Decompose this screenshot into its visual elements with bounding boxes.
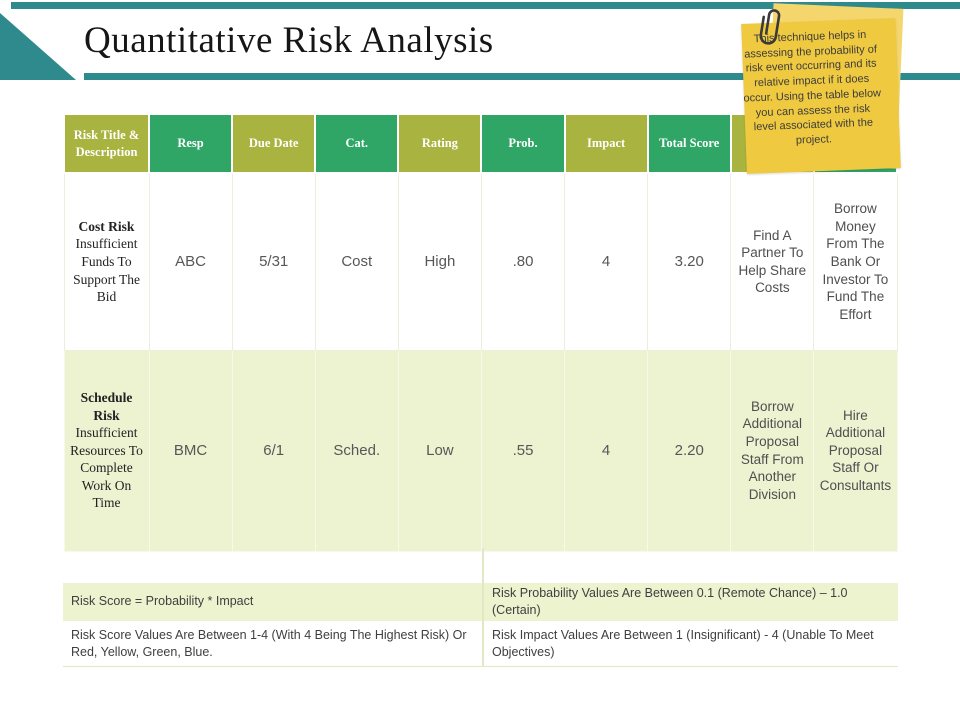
table-row-cost-risk: Cost Risk Insufficient Funds To Support … (63, 172, 898, 351)
footnote-probability-values: Risk Probability Values Are Between 0.1 … (482, 583, 898, 621)
risk-name: Schedule Risk (80, 390, 133, 423)
title-underline-bar (84, 73, 960, 80)
footnote-risk-score-formula: Risk Score = Probability * Impact (63, 583, 483, 621)
table-cell: 3.20 (647, 172, 732, 351)
table-cell: 6/1 (231, 349, 316, 552)
column-header-resp: Resp (147, 113, 234, 174)
footnote-spacer-cell (63, 548, 483, 583)
table-cell: Cost (314, 172, 399, 351)
column-header-cat: Cat. (314, 113, 400, 174)
risk-title-cell: Cost Risk Insufficient Funds To Support … (63, 172, 150, 351)
table-cell: Borrow Money From The Bank Or Investor T… (813, 172, 898, 351)
table-cell: Hire Additional Proposal Staff Or Consul… (813, 349, 898, 552)
table-cell: ABC (148, 172, 233, 351)
footnote-row: Risk Score Values Are Between 1-4 (With … (63, 620, 898, 667)
risk-name: Cost Risk (78, 218, 135, 234)
footnote-impact-values: Risk Impact Values Are Between 1 (Insign… (482, 620, 898, 667)
table-cell: .80 (480, 172, 566, 351)
column-header-rating: Rating (397, 113, 483, 174)
page-title: Quantitative Risk Analysis (84, 20, 494, 61)
column-header-prob: Prob. (480, 113, 566, 174)
footnote-spacer-cell (482, 548, 898, 583)
table-cell: 4 (564, 349, 649, 552)
top-accent-bar (11, 2, 960, 9)
risk-analysis-table: Risk Title & Description Resp Due Date C… (63, 113, 899, 552)
table-cell: Low (397, 349, 482, 552)
column-header-due-date: Due Date (231, 113, 317, 174)
column-header-impact: Impact (563, 113, 649, 174)
paperclip-icon (752, 2, 787, 55)
table-cell: Borrow Additional Proposal Staff From An… (730, 349, 815, 552)
corner-triangle-decoration (0, 13, 76, 80)
column-header-risk-title: Risk Title & Description (63, 113, 150, 174)
column-header-total-score: Total Score (646, 113, 732, 174)
sticky-note: This technique helps in assessing the pr… (735, 0, 945, 190)
footnote-row: Risk Score = Probability * Impact Risk P… (63, 583, 898, 621)
risk-title-cell: Schedule Risk Insufficient Resources To … (63, 349, 150, 552)
table-cell: 2.20 (647, 349, 732, 552)
table-cell: Find A Partner To Help Share Costs (730, 172, 815, 351)
table-row-schedule-risk: Schedule Risk Insufficient Resources To … (63, 349, 898, 552)
risk-description: Insufficient Resources To Complete Work … (70, 425, 143, 511)
table-cell: 4 (564, 172, 649, 351)
table-cell: 5/31 (231, 172, 316, 351)
table-cell: High (397, 172, 482, 351)
table-cell: BMC (148, 349, 233, 552)
table-cell: Sched. (314, 349, 399, 552)
footnote-score-values: Risk Score Values Are Between 1-4 (With … (71, 627, 467, 659)
footnote-table: Risk Score = Probability * Impact Risk P… (63, 548, 898, 668)
footnote-spacer-row (63, 548, 898, 583)
risk-description: Insufficient Funds To Support The Bid (73, 236, 140, 305)
table-cell: .55 (480, 349, 566, 552)
